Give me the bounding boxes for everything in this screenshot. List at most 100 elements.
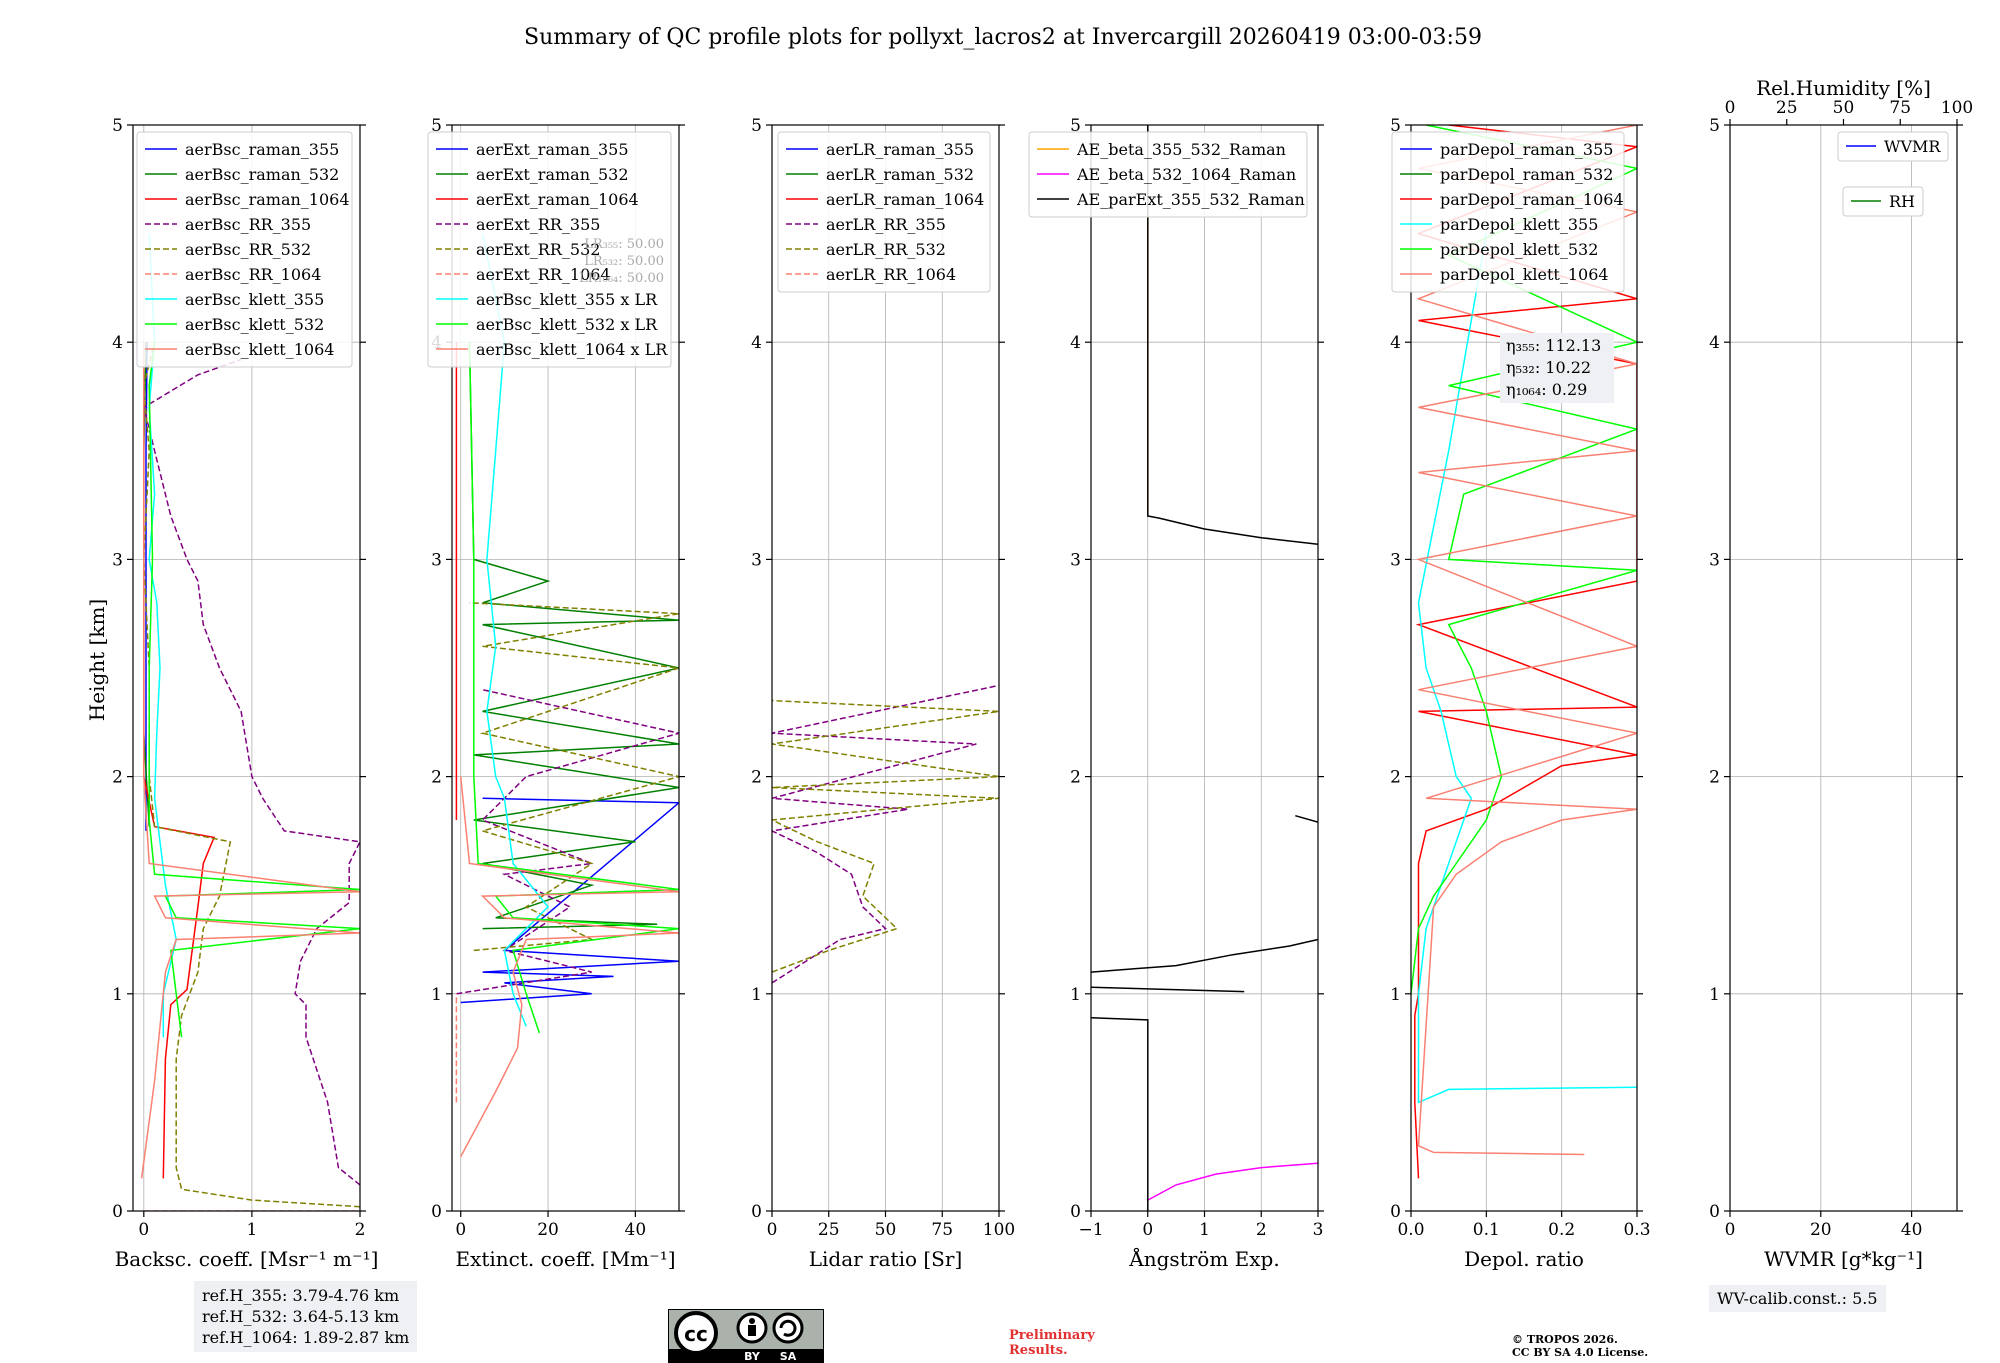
y-tick-label: 1 (751, 985, 762, 1005)
y-tick-label: 4 (1070, 333, 1081, 353)
series-group (140, 233, 360, 1211)
legend-label-aerBsc_klett_1064 x LR: aerBsc_klett_1064 x LR (476, 340, 668, 359)
series-parDepol_klett_532 (1411, 125, 1637, 994)
legend-label-aerExt_RR_355: aerExt_RR_355 (476, 215, 600, 234)
preliminary-line-1: Preliminary (1009, 1328, 1095, 1343)
cc-logo-text: cc (684, 1322, 708, 1346)
y-tick-label: 1 (1070, 985, 1081, 1005)
eta-annotation: η₁₀₆₄: 0.29 (1506, 380, 1587, 399)
legend-label-WVMR: WVMR (1884, 137, 1941, 156)
x-axis-label: WVMR [g*kg⁻¹] (1764, 1247, 1923, 1271)
legend-label-aerBsc_raman_355: aerBsc_raman_355 (185, 140, 339, 159)
x-tick-label: 75 (931, 1220, 953, 1240)
x-tick-label: 2 (355, 1220, 366, 1240)
legend-box (1842, 186, 1924, 217)
series-aerExt_raman_532 (468, 342, 679, 930)
legend-label-aerBsc_RR_355: aerBsc_RR_355 (185, 215, 311, 234)
copyright-note: © TROPOS 2026. CC BY SA 4.0 License. (1512, 1333, 1648, 1359)
series-AE_beta_532_1064_Raman (1147, 1162, 1318, 1201)
axes-frame (1729, 124, 1958, 1212)
top-x-tick-label: 100 (1941, 98, 1973, 118)
legend-label-aerExt_raman_355: aerExt_raman_355 (476, 140, 629, 159)
series-aerBsc_klett_355 x LR (481, 233, 550, 1027)
x-tick-label: 40 (625, 1220, 647, 1240)
copyright-line-1: © TROPOS 2026. (1512, 1333, 1618, 1346)
series-aerBsc_raman_355 (145, 342, 148, 831)
legend-label-parDepol_klett_1064: parDepol_klett_1064 (1440, 265, 1609, 284)
x-axis-label: Ångström Exp. (1128, 1246, 1279, 1271)
y-tick-label: 3 (1709, 550, 1720, 570)
by-label: BY (744, 1350, 761, 1363)
legend-label-RH: RH (1889, 192, 1915, 211)
y-tick-label: 2 (1709, 768, 1720, 788)
x-tick-label: 1 (246, 1220, 257, 1240)
y-tick-label: 1 (431, 985, 442, 1005)
x-axis-label: Backsc. coeff. [Msr⁻¹ m⁻¹] (115, 1247, 379, 1271)
x-tick-label: 0.3 (1623, 1220, 1650, 1240)
series-group (455, 233, 679, 1158)
y-tick-label: 4 (112, 333, 123, 353)
x-tick-label: 40 (1901, 1220, 1923, 1240)
y-tick-label: 0 (1390, 1202, 1401, 1222)
legend-box (777, 131, 991, 293)
series-aerBsc_RR_532 (143, 342, 360, 1208)
y-tick-label: 0 (431, 1202, 442, 1222)
legend-label-aerExt_RR_1064: aerExt_RR_1064 (476, 265, 611, 284)
legend-label-aerLR_raman_1064: aerLR_raman_1064 (826, 190, 984, 209)
series-aerExt_raman_355 (460, 797, 679, 1004)
series-aerBsc_klett_532 x LR (468, 342, 679, 1034)
legend-label-AE_beta_355_532_Raman: AE_beta_355_532_Raman (1076, 140, 1286, 159)
x-axis-label: Lidar ratio [Sr] (809, 1247, 963, 1271)
y-tick-label: 2 (431, 768, 442, 788)
y-tick-label: 4 (1390, 333, 1401, 353)
x-tick-label: 20 (1810, 1220, 1832, 1240)
x-tick-label: 0.2 (1548, 1220, 1575, 1240)
x-tick-label: 0 (138, 1220, 149, 1240)
lidar-ratio-annotation: LR₁₀₆₄: 50.00 (579, 271, 664, 286)
x-tick-label: 0.1 (1473, 1220, 1500, 1240)
x-tick-label: 2 (1256, 1220, 1267, 1240)
legend-label-AE_beta_532_1064_Raman: AE_beta_532_1064_Raman (1076, 165, 1296, 184)
legend-label-aerBsc_klett_1064: aerBsc_klett_1064 (185, 340, 334, 359)
preliminary-line-2: Results. (1009, 1343, 1068, 1358)
legend-box (136, 131, 353, 368)
legend-box (1028, 131, 1308, 218)
legend-label-parDepol_raman_1064: parDepol_raman_1064 (1440, 190, 1624, 209)
series-aerBsc_klett_532 (148, 342, 360, 1038)
legend-label-aerBsc_RR_1064: aerBsc_RR_1064 (185, 265, 321, 284)
x-tick-label: 0 (455, 1220, 466, 1240)
legend-label-aerExt_RR_532: aerExt_RR_532 (476, 240, 600, 259)
legend-box (1837, 131, 1949, 162)
ref-height-355: ref.H_355: 3.79-4.76 km (202, 1286, 400, 1305)
y-tick-label: 2 (112, 768, 123, 788)
y-tick-label: 0 (112, 1202, 123, 1222)
series-group (772, 684, 999, 984)
panel-lr: 0 25 50 75 100 0 1 2 3 4 5 Lidar ratio [Sr] aerLR_ra… (751, 116, 1015, 1271)
top-x-tick-label: 75 (1889, 98, 1911, 118)
x-tick-label: 0 (767, 1220, 778, 1240)
lidar-ratio-annotation: LR₅₃₂: 50.00 (584, 254, 664, 269)
legend-label-aerLR_RR_355: aerLR_RR_355 (826, 215, 946, 234)
y-tick-label: 5 (112, 116, 123, 136)
preliminary-results-note: Preliminary Results. (1009, 1328, 1095, 1358)
ref-height-1064: ref.H_1064: 1.89-2.87 km (202, 1328, 410, 1347)
y-tick-label: 1 (112, 985, 123, 1005)
legend-label-parDepol_raman_532: parDepol_raman_532 (1440, 165, 1613, 184)
legend-label-AE_parExt_355_532_Raman: AE_parExt_355_532_Raman (1076, 190, 1305, 209)
y-tick-label: 0 (1709, 1202, 1720, 1222)
legend-label-aerBsc_raman_1064: aerBsc_raman_1064 (185, 190, 350, 209)
y-tick-label: 2 (751, 768, 762, 788)
sa-label: SA (780, 1350, 797, 1363)
top-x-axis-label: Rel.Humidity [%] (1756, 76, 1931, 100)
y-tick-label: 0 (1070, 1202, 1081, 1222)
x-tick-label: 0 (1142, 1220, 1153, 1240)
series-parDepol_raman_1064 (1414, 125, 1637, 1179)
y-tick-label: 2 (1390, 768, 1401, 788)
y-tick-label: 2 (1070, 768, 1081, 788)
legend-label-aerBsc_raman_532: aerBsc_raman_532 (185, 165, 339, 184)
series-AE_parExt_355_532_Raman (1091, 1016, 1149, 1211)
panel-ext: 02040012345Extinct. coeff. [Mm⁻¹]aerExt_… (427, 116, 685, 1271)
reference-heights-box: ref.H_355: 3.79-4.76 km ref.H_532: 3.64-… (194, 1281, 418, 1352)
series-parDepol_klett_1064 (1415, 125, 1637, 1156)
